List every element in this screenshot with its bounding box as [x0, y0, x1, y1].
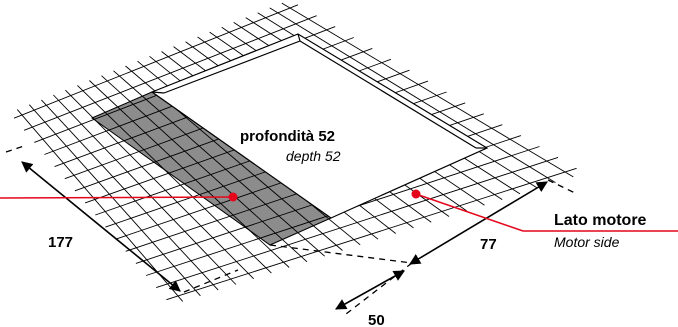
mesh-line	[281, 2, 574, 178]
motor-side-label-it: Lato motore	[554, 212, 647, 229]
motor-side-marker-dot	[411, 189, 421, 199]
pit-walls	[151, 33, 487, 149]
dimension-label-77: 77	[480, 236, 497, 253]
mesh-line	[23, 15, 317, 131]
mesh-line	[13, 4, 299, 119]
dimension-lines	[21, 161, 548, 310]
dimension-line-177	[21, 161, 181, 292]
depth-label-it: profondità 52	[240, 128, 335, 145]
depth-label-en: depth 52	[286, 148, 341, 164]
dimension-label-177: 177	[48, 234, 73, 251]
panel-leader-line	[0, 196, 233, 199]
dimension-label-50: 50	[368, 312, 385, 327]
motor-side-leader-line	[415, 193, 678, 232]
mesh-line	[269, 7, 556, 183]
mesh-line	[101, 75, 308, 263]
mesh-line	[156, 156, 559, 289]
leader-lines	[0, 193, 678, 232]
dimension-line-50	[335, 270, 405, 310]
dimension-line-77	[409, 181, 548, 265]
mesh-line	[113, 70, 325, 257]
motor-side-label-en: Motor side	[554, 234, 620, 250]
panel-marker-dot	[228, 192, 238, 202]
mesh-line	[89, 80, 290, 268]
